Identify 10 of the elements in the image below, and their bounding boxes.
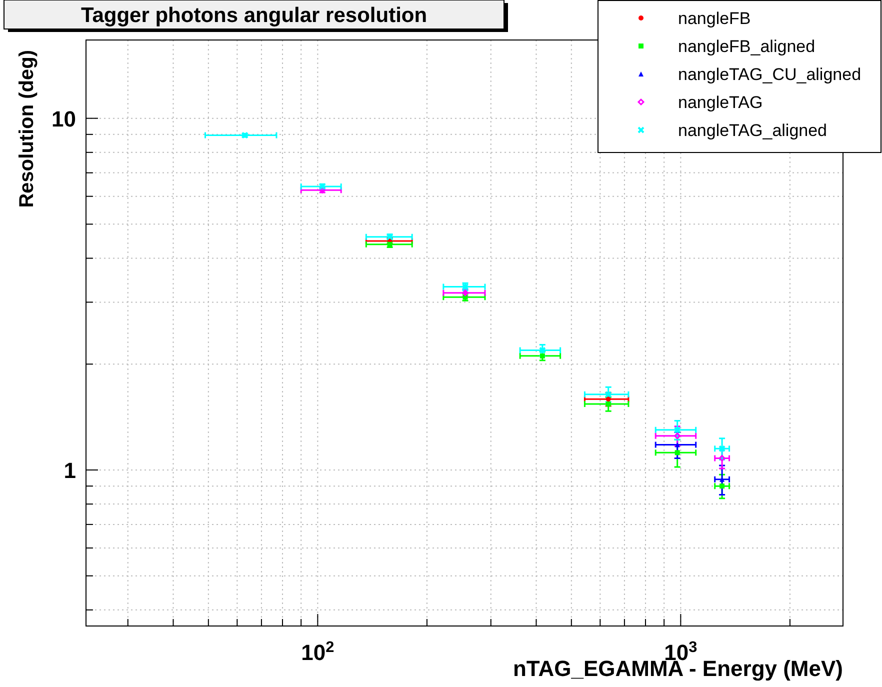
chart-title: Tagger photons angular resolution [80, 4, 428, 27]
x-tick-label: 10$^{2}$ [301, 638, 334, 665]
legend-label: nangleTAG_aligned [678, 121, 828, 140]
legend-label: nangleTAG_CU_aligned [678, 65, 862, 84]
legend-label: nangleFB_aligned [678, 37, 816, 56]
y-tick-label: 10 [52, 106, 76, 132]
y-axis-title: Resolution (deg) [16, 50, 38, 208]
legend-label: nangleTAG [678, 93, 763, 112]
y-tick-label: 1 [64, 458, 76, 483]
legend-label: nangleFB [678, 9, 751, 28]
